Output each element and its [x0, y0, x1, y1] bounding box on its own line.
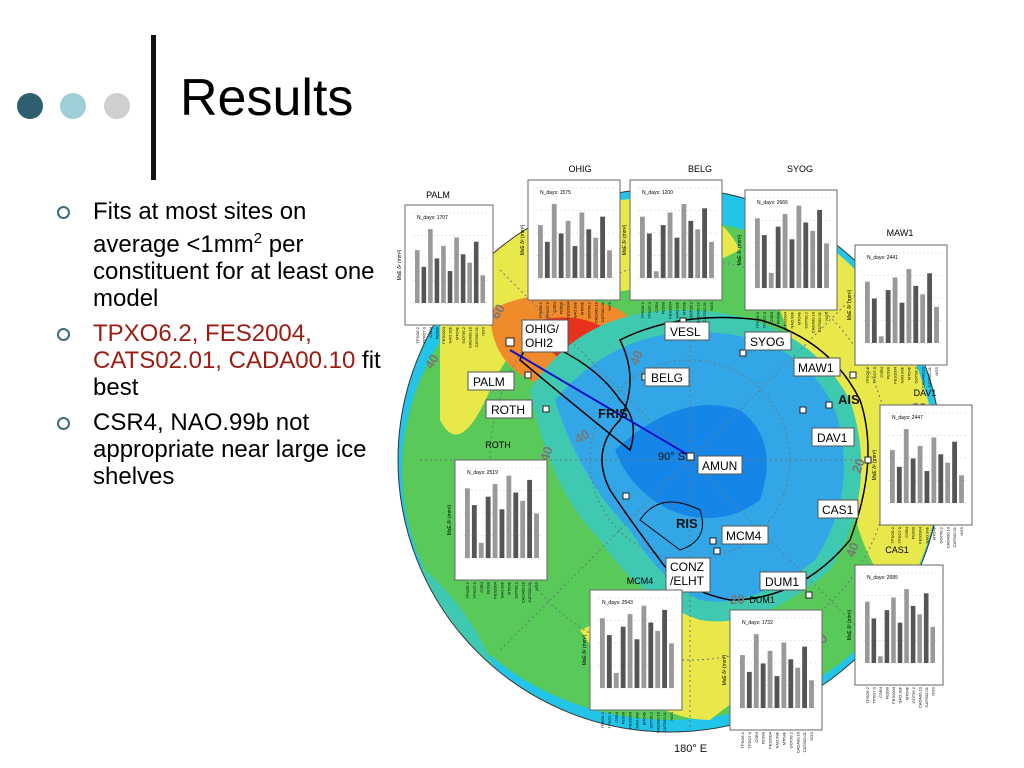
slide-title: Results — [180, 69, 354, 127]
svg-text:20: 20 — [730, 592, 744, 607]
bullet-item: Fits at most sites on average <1mm2 per … — [55, 198, 385, 312]
bullet-ring-icon — [57, 417, 70, 430]
svg-text:RIS: RIS — [676, 516, 698, 531]
label-dav1: DAV1 — [817, 431, 848, 445]
label-cas1: CAS1 — [822, 503, 854, 517]
antarctic-tide-map: OHIG/OHI2 VESL SYOG PALM BELG MAW1 ROTH … — [397, 187, 943, 755]
bullet-item: CSR4, NAO.99b not appropriate near large… — [55, 409, 385, 490]
svg-text:40: 40 — [537, 444, 556, 463]
title-divider — [151, 35, 156, 180]
svg-text:40: 40 — [630, 228, 644, 243]
svg-text:40: 40 — [843, 540, 862, 559]
label-palm: PALM — [473, 375, 505, 389]
svg-text:AIS: AIS — [838, 392, 860, 407]
svg-text:90° S: 90° S — [658, 451, 685, 463]
label-syog: SYOG — [750, 335, 785, 349]
label-roth: ROTH — [491, 403, 525, 417]
label-mcm4: MCM4 — [726, 529, 762, 543]
bullet-list: Fits at most sites on average <1mm2 per … — [55, 198, 385, 498]
svg-text:20: 20 — [849, 456, 868, 475]
label-dum1: DUM1 — [765, 575, 799, 589]
transect-line — [509, 349, 691, 457]
decorative-dots — [17, 93, 137, 121]
svg-text:60° S: 60° S — [658, 215, 685, 227]
label-conz: CONZ/ELHT — [670, 560, 705, 588]
label-vesl: VESL — [670, 325, 701, 339]
dot-light-blue — [60, 93, 86, 119]
label-belg: BELG — [651, 371, 683, 385]
label-ohig: OHIG/OHI2 — [525, 322, 560, 350]
svg-text:180° E: 180° E — [674, 743, 707, 755]
bullet-ring-icon — [57, 328, 70, 341]
svg-text:40: 40 — [422, 351, 442, 371]
svg-text:40: 40 — [572, 426, 592, 446]
svg-text:40: 40 — [627, 348, 646, 367]
label-maw1: MAW1 — [798, 361, 834, 375]
dot-dark — [17, 93, 43, 119]
svg-text:FRIS: FRIS — [598, 406, 628, 421]
svg-text:20: 20 — [912, 400, 926, 415]
label-amun: AMUN — [702, 459, 737, 473]
ice-shelf-labels: FRIS RIS AIS — [598, 392, 860, 531]
svg-text:40: 40 — [578, 238, 592, 253]
dot-grey — [104, 93, 130, 119]
bullet-item: TPXO6.2, FES2004, CATS02.01, CADA00.10 f… — [55, 320, 385, 401]
bullet-ring-icon — [57, 206, 70, 219]
station-labels: OHIG/OHI2 VESL SYOG PALM BELG MAW1 ROTH … — [467, 319, 859, 593]
contour-labels: 60 40 40 40 40 40 20 20 40 40 20 40 — [422, 228, 927, 651]
